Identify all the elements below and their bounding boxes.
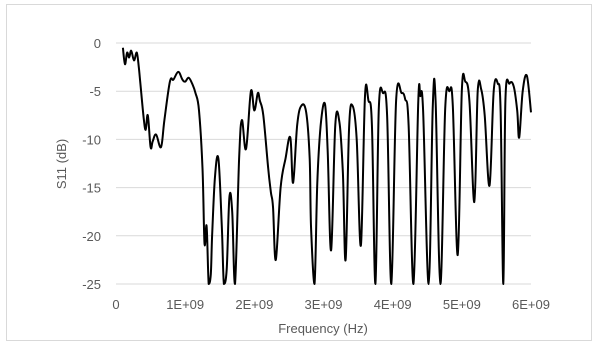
y-tick-label: -20 [82,229,101,244]
x-tick-label: 3E+09 [305,297,343,312]
x-tick-label: 1E+09 [166,297,204,312]
x-tick-labels: 0 1E+09 2E+09 3E+09 4E+09 5E+09 6E+09 [112,297,550,312]
y-tick-label: -25 [82,277,101,292]
y-tick-labels: 0 -5 -10 -15 -20 -25 [82,36,101,292]
s11-series-line [121,47,532,285]
x-tick-label: 5E+09 [443,297,481,312]
x-tick-label: 6E+09 [512,297,550,312]
y-tick-label: 0 [94,36,101,51]
gridlines [116,42,531,285]
y-tick-label: -15 [82,181,101,196]
x-axis-title: Frequency (Hz) [278,321,368,336]
chart-frame [6,4,592,341]
y-axis-title: S11 (dB) [54,139,69,189]
x-tick-label: 2E+09 [235,297,273,312]
x-tick-label: 4E+09 [374,297,412,312]
y-tick-label: -10 [82,132,101,147]
y-tick-label: -5 [89,84,101,99]
x-tick-label: 0 [112,297,119,312]
